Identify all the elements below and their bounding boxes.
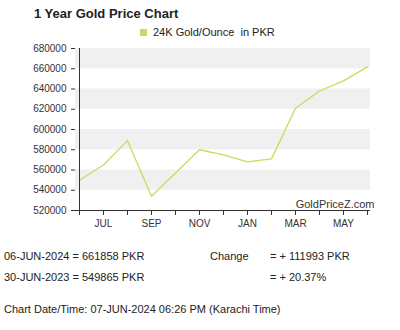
svg-text:SEP: SEP <box>141 218 161 229</box>
svg-text:JAN: JAN <box>238 218 257 229</box>
svg-text:520000: 520000 <box>33 205 67 216</box>
html-text:1 Year Gold Price Chart: 1 Year Gold Price Chart <box>34 6 179 21</box>
svg-text:GoldPriceZ.com: GoldPriceZ.com <box>296 198 375 210</box>
svg-text:660000: 660000 <box>33 63 67 74</box>
html-text:Chart Date/Time: 07-JUN-2024 0: Chart Date/Time: 07-JUN-2024 06:26 PM (K… <box>4 303 281 315</box>
html-text:Change: Change <box>210 250 249 262</box>
svg-text:620000: 620000 <box>33 103 67 114</box>
html-text:= + 20.37%: = + 20.37% <box>270 271 327 283</box>
html-text:= + 111993 PKR: = + 111993 PKR <box>270 250 350 262</box>
svg-text:JUL: JUL <box>95 218 113 229</box>
svg-text:MAY: MAY <box>333 218 354 229</box>
svg-text:NOV: NOV <box>189 218 211 229</box>
svg-text:560000: 560000 <box>33 164 67 175</box>
svg-text:540000: 540000 <box>33 184 67 195</box>
html-text:30-JUN-2023 = 549865 PKR: 30-JUN-2023 = 549865 PKR <box>4 271 145 283</box>
svg-text:MAR: MAR <box>284 218 306 229</box>
svg-text:580000: 580000 <box>33 144 67 155</box>
svg-text:680000: 680000 <box>33 43 67 54</box>
svg-text:600000: 600000 <box>33 124 67 135</box>
html-text:06-JUN-2024 = 661858 PKR: 06-JUN-2024 = 661858 PKR <box>4 250 145 262</box>
svg-text:640000: 640000 <box>33 83 67 94</box>
html-text:24K Gold/Ounce in PKR: 24K Gold/Ounce in PKR <box>153 26 275 38</box>
